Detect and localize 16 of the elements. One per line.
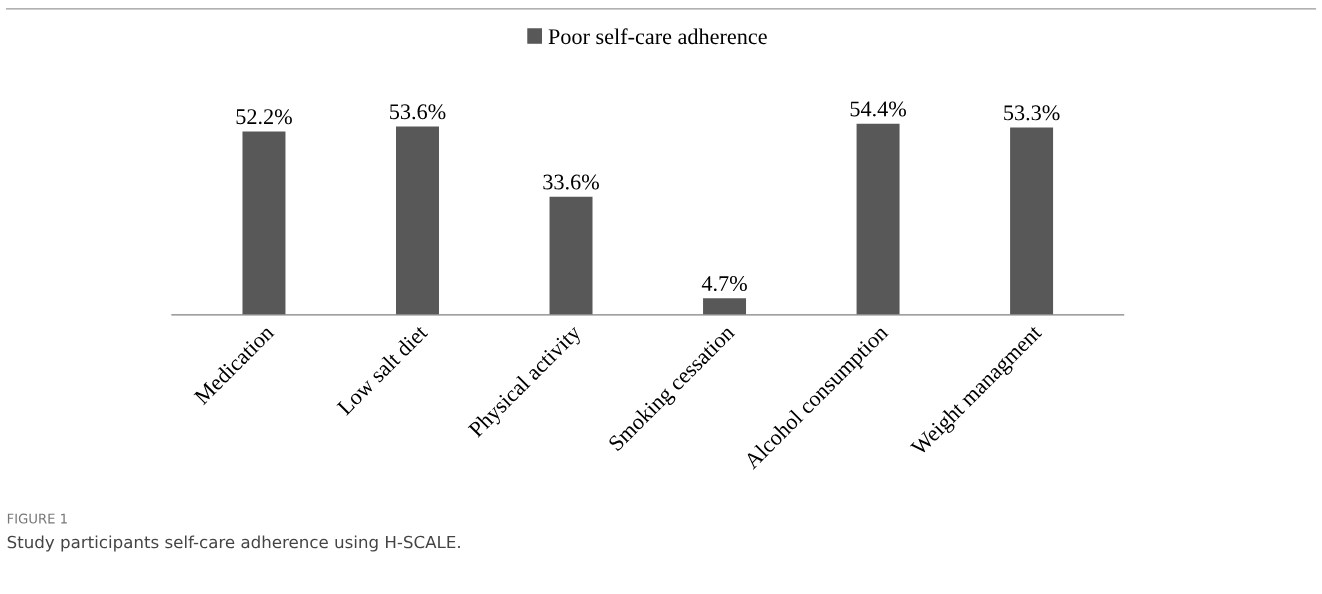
bar (703, 298, 747, 315)
data-label: 54.4% (850, 101, 907, 117)
data-label: 53.6% (390, 104, 446, 120)
data-label: 52.2% (236, 109, 292, 125)
caption: FIGURE 1 (7, 513, 67, 524)
bar (549, 196, 593, 315)
data-label: 4.7% (701, 276, 747, 292)
text: Study participants self-care adherence using H-SCALE. (7, 535, 460, 552)
data-label: 33.6% (543, 174, 599, 190)
bar (1010, 127, 1054, 315)
bar (242, 131, 286, 315)
legend-label: Poor self-care adherence (548, 28, 767, 45)
bar (856, 123, 900, 315)
x-tick-label: Low salt diet (335, 323, 429, 416)
bar (396, 126, 439, 315)
data-label: 53.3% (1004, 105, 1060, 121)
